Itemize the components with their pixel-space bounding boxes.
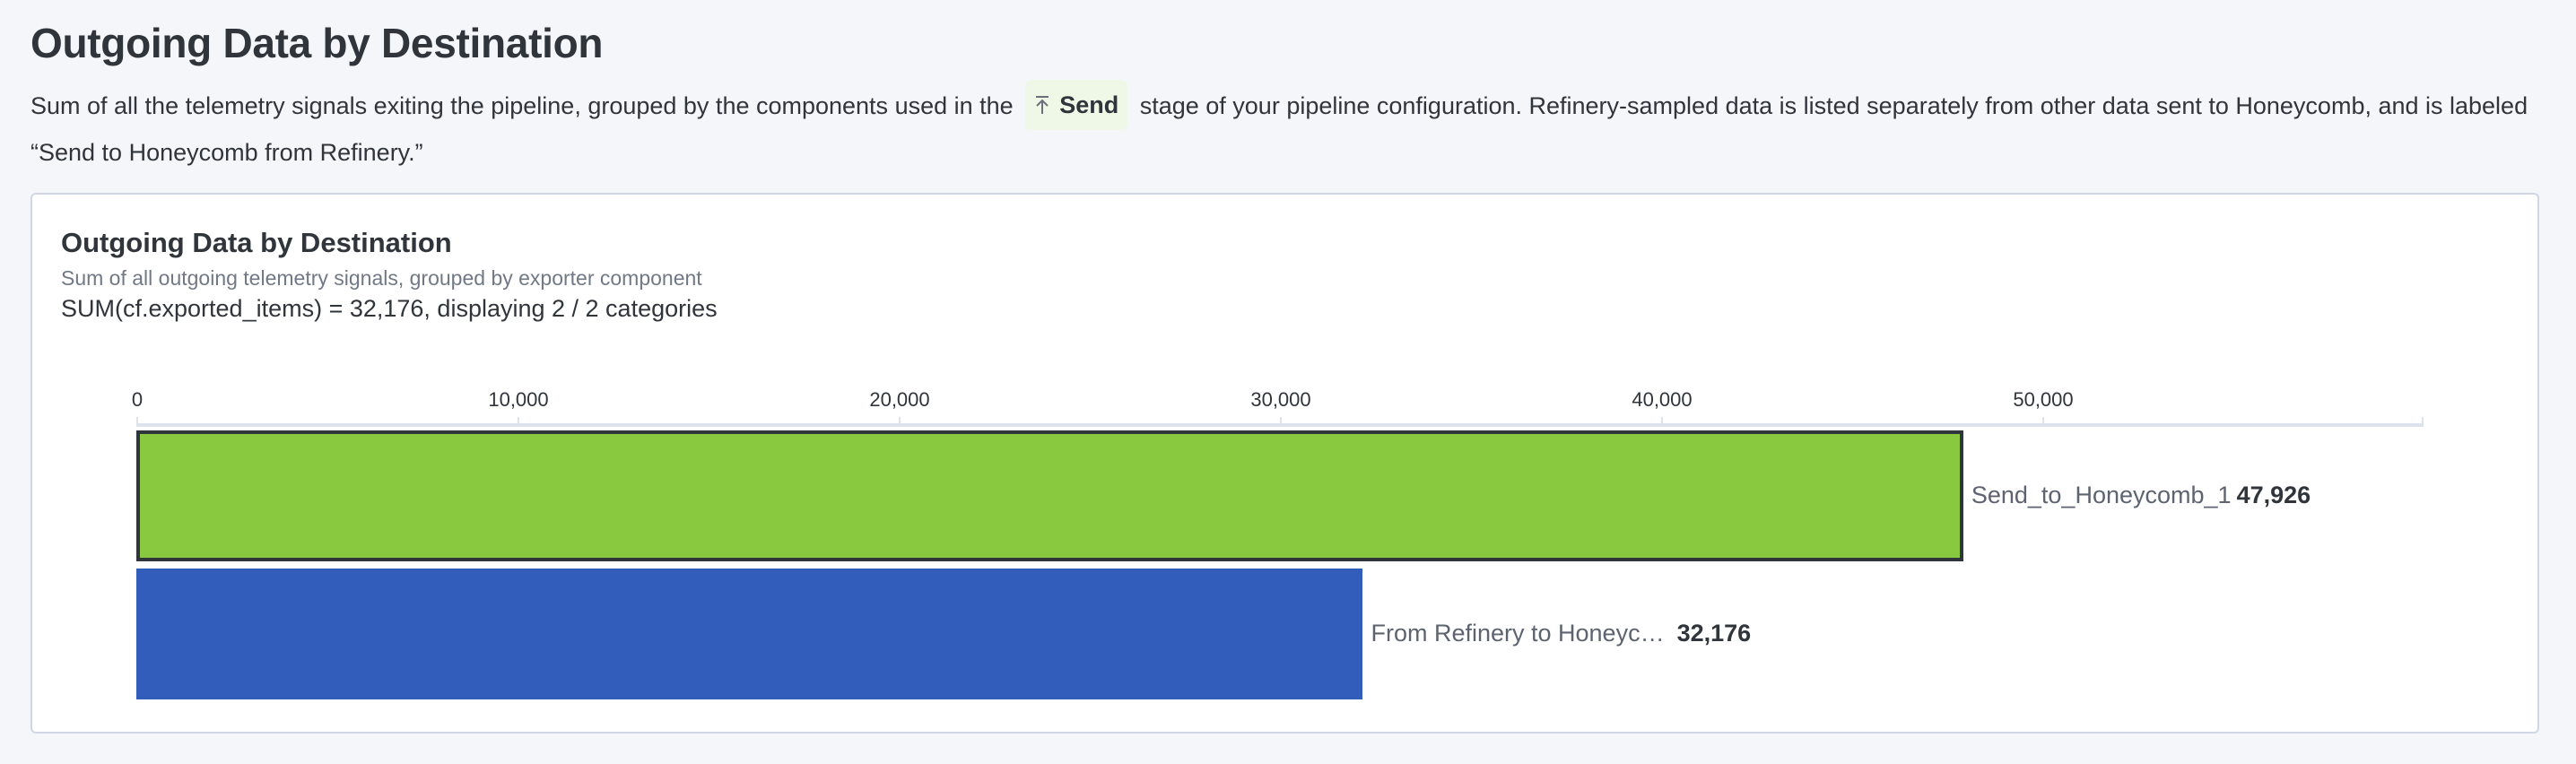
x-axis-tick	[136, 417, 138, 426]
bar-2[interactable]	[136, 569, 1363, 699]
bar-value: 32,176	[1676, 620, 1752, 647]
bar-category-name: Send_to_Honeycomb_1	[1971, 482, 2232, 508]
x-axis-tick-label: 10,000	[488, 388, 549, 411]
intro-text-after: stage of your pipeline configuration. Re…	[30, 92, 2528, 166]
send-stage-label: Send	[1059, 91, 1119, 118]
card-subtitle: Sum of all outgoing telemetry signals, g…	[61, 266, 702, 290]
x-axis-tick-label: 50,000	[2013, 388, 2074, 411]
x-axis-tick-label: 0	[131, 388, 144, 411]
x-axis-tick-label: 40,000	[1632, 388, 1693, 411]
outgoing-data-card: Outgoing Data by Destination Sum of all …	[30, 193, 2539, 734]
x-axis-tick	[2042, 417, 2044, 426]
page-title: Outgoing Data by Destination	[30, 20, 604, 66]
x-axis-tick	[1280, 417, 1282, 426]
bar-category-name: From Refinery to Honeyc…	[1371, 620, 1665, 647]
bar-label-2: From Refinery to Honeyc… 32,176	[1371, 617, 1751, 649]
x-axis-tick	[1661, 417, 1663, 426]
bar-1[interactable]	[136, 430, 1963, 561]
x-axis-tick	[899, 417, 901, 426]
intro-text-before: Sum of all the telemetry signals exiting…	[30, 92, 1014, 120]
x-axis-end-tick	[2422, 417, 2424, 426]
card-title: Outgoing Data by Destination	[61, 227, 452, 258]
x-axis-tick-label: 20,000	[869, 388, 930, 411]
card-summary: SUM(cf.exported_items) = 32,176, display…	[61, 295, 718, 322]
send-stage-badge: Send	[1025, 80, 1128, 130]
bar-label-1: Send_to_Honeycomb_1 47,926	[1971, 479, 2311, 511]
x-axis-tick	[518, 417, 519, 426]
arrow-up-to-line-icon	[1034, 95, 1050, 115]
bar-chart: 0 10,000 20,000 30,000 40,000 50,000 Send_to_H…	[32, 195, 2537, 732]
page-description: Sum of all the telemetry signals exiting…	[30, 80, 2542, 173]
x-axis-tick-label: 30,000	[1250, 388, 1311, 411]
bar-value: 47,926	[2236, 482, 2311, 508]
